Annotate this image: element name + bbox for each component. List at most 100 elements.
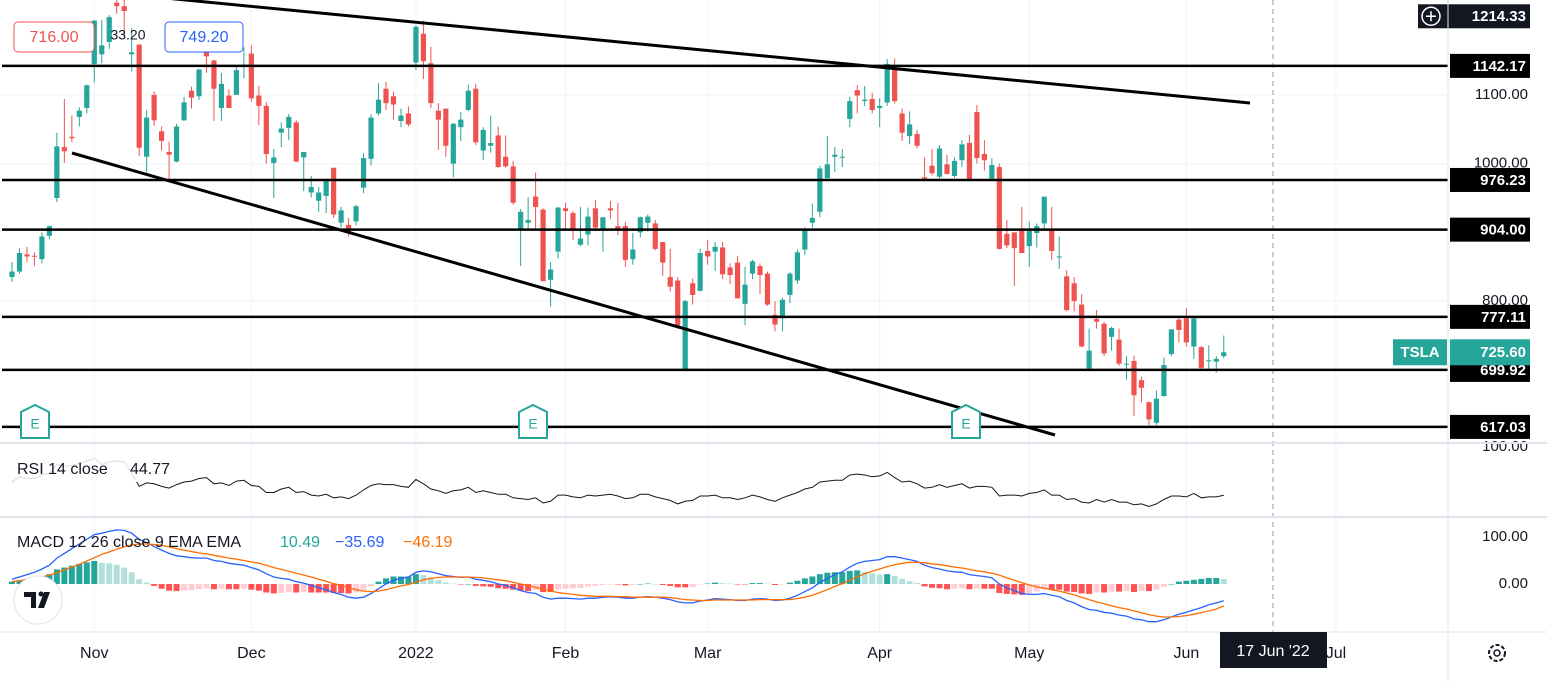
macd-histogram-bar — [674, 584, 681, 588]
last-price-box — [1450, 339, 1530, 366]
macd-histogram-bar — [1168, 584, 1175, 585]
symbol-label: TSLA — [1400, 344, 1439, 361]
candle-body — [473, 88, 479, 143]
logo-dot — [38, 591, 44, 597]
macd-histogram-bar — [442, 582, 449, 585]
macd-histogram-bar — [405, 576, 412, 585]
macd-histogram-bar — [584, 584, 591, 587]
candle-body — [375, 99, 382, 114]
candle-body — [562, 208, 569, 212]
candle-body — [488, 143, 494, 146]
candle-body — [203, 51, 210, 57]
macd-histogram-bar — [921, 584, 928, 587]
candle-body — [914, 134, 920, 146]
macd-histogram-bar — [480, 584, 487, 587]
candle-body — [166, 151, 172, 155]
candle-body — [682, 301, 688, 370]
symbol-box — [1393, 339, 1447, 366]
candle-body — [734, 262, 741, 299]
macd-histogram-bar — [734, 584, 741, 585]
macd-histogram-bar — [510, 584, 517, 590]
macd-histogram-bar — [136, 579, 143, 585]
candle-body — [966, 143, 973, 180]
candle-body — [114, 2, 120, 7]
macd-histogram-bar — [1018, 584, 1025, 595]
macd-histogram-bar — [173, 584, 180, 592]
macd-histogram-bar — [637, 584, 644, 585]
candle-body — [1123, 363, 1130, 365]
macd-histogram-bar — [368, 584, 375, 586]
candle-body — [705, 250, 711, 257]
candle-body — [301, 151, 307, 158]
macd-histogram-bar — [188, 584, 195, 591]
candle-body — [188, 90, 195, 98]
candle-body — [869, 99, 875, 110]
candle-body — [1011, 232, 1017, 249]
macd-histogram-bar — [712, 582, 719, 585]
rsi-legend: RSI 14 close — [17, 461, 108, 478]
level-label-box — [1450, 304, 1530, 329]
candle-body — [360, 158, 367, 188]
candle-body — [24, 254, 30, 257]
candle-body — [159, 131, 165, 141]
candle-body — [1183, 318, 1189, 343]
macd-histogram-bar — [570, 584, 576, 589]
macd-histogram-bar — [540, 584, 547, 593]
earnings-marker[interactable]: E — [951, 403, 981, 439]
candle-body — [278, 128, 284, 133]
macd-histogram-bar — [719, 583, 726, 585]
candle-body — [712, 246, 718, 252]
macd-histogram-bar — [1183, 580, 1190, 585]
earnings-marker[interactable]: E — [518, 403, 548, 439]
logo[interactable] — [13, 575, 63, 625]
x-tick-label: Jun — [1173, 645, 1199, 662]
macd-histogram-bar — [944, 584, 950, 590]
settings-button[interactable] — [1488, 644, 1506, 662]
macd-histogram-bar — [427, 577, 434, 585]
rsi-line — [11, 457, 1224, 508]
macd-histogram-bar — [1131, 584, 1137, 593]
candle-body — [884, 63, 890, 103]
macd-histogram-bar — [383, 578, 389, 585]
candle-body — [832, 154, 838, 157]
macd-histogram-bar — [607, 584, 614, 585]
macd-histogram-bar — [196, 584, 202, 590]
macd-histogram-bar — [682, 584, 689, 588]
candle-body — [9, 271, 15, 278]
candle-body — [779, 299, 786, 319]
earnings-marker[interactable]: E — [20, 403, 50, 439]
x-tick-label: May — [1014, 645, 1044, 662]
candle-body — [76, 110, 82, 117]
macd-histogram-bar — [525, 584, 532, 592]
macd-histogram-bar — [181, 584, 188, 591]
candle-body — [106, 17, 112, 42]
macd-histogram-bar — [83, 562, 90, 585]
logo-circle — [13, 575, 63, 625]
overlay: Nov Dec 2022 Feb Mar Apr May Jun Jul 800.00 1000.0… — [2, 4, 1530, 662]
candle-body — [390, 96, 397, 105]
candle-body — [630, 249, 636, 260]
candle-body — [974, 112, 980, 159]
buy-button[interactable] — [164, 21, 244, 53]
candle-body — [233, 70, 239, 95]
candle-body — [99, 45, 105, 55]
macd-histogram-bar — [577, 584, 584, 588]
macd-histogram-bar — [936, 584, 943, 589]
macd-histogram-bar — [1056, 584, 1063, 590]
macd-histogram-bar — [742, 584, 749, 585]
macd-histogram-bar — [210, 584, 217, 590]
macd-histogram-bar — [16, 580, 23, 585]
macd-histogram-bar — [53, 569, 60, 585]
y-tick-label: 1000.00 — [1474, 155, 1528, 172]
macd-histogram-bar — [1108, 584, 1115, 592]
candle-body — [69, 136, 75, 139]
candle-body — [892, 69, 898, 102]
macd-histogram-bar — [293, 584, 300, 593]
sell-button[interactable] — [13, 21, 95, 53]
candle-body — [144, 117, 150, 157]
candle-body — [929, 165, 935, 174]
candle-body — [951, 160, 958, 176]
macd-histogram-bar — [1041, 584, 1048, 590]
candle-body — [757, 266, 763, 275]
